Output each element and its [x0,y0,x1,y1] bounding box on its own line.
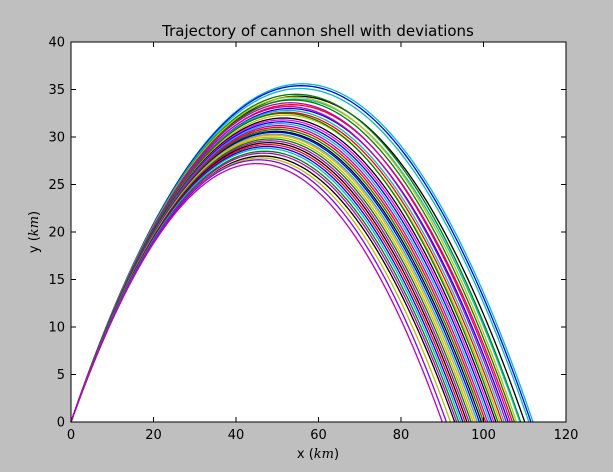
x-axis-label-close: ) [334,447,339,462]
x-tick-label-2: 40 [228,428,245,443]
x-tick-label-3: 60 [310,428,327,443]
x-tick-label-5: 100 [471,428,496,443]
y-axis-label-math: km [27,216,42,236]
y-tick-label-5: 25 [48,178,65,193]
x-axis-label-math: km [314,447,334,462]
series-layer [70,83,534,423]
y-axis-label: y (km) [27,211,42,253]
y-tick-label-3: 15 [48,273,65,288]
x-tick-label-0: 0 [67,428,75,443]
y-tick-label-8: 40 [48,36,65,51]
y-axis-label-close: ) [27,211,42,216]
y-tick-label-4: 20 [48,226,65,241]
x-axis-label-text: x ( [297,447,314,462]
y-axis-label-text: y ( [27,236,42,253]
y-tick-label-7: 35 [48,83,65,98]
y-tick-label-6: 30 [48,131,65,146]
plot-frame [70,41,567,423]
x-axis-label: x (km) [297,447,339,462]
trajectory-line-15 [70,112,499,423]
x-tick-label-1: 20 [145,428,162,443]
y-tick-label-2: 10 [48,321,65,336]
chart-title: Trajectory of cannon shell with deviatio… [161,22,474,40]
trajectory-line-39 [70,162,443,423]
y-tick-label-1: 5 [57,368,65,383]
x-tick-label-4: 80 [393,428,410,443]
ticks-layer: 0 20 40 60 80 100 120 0 5 10 15 20 25 30 35 40 [48,36,578,444]
y-tick-label-0: 0 [57,416,65,431]
x-tick-label-6: 120 [554,428,579,443]
